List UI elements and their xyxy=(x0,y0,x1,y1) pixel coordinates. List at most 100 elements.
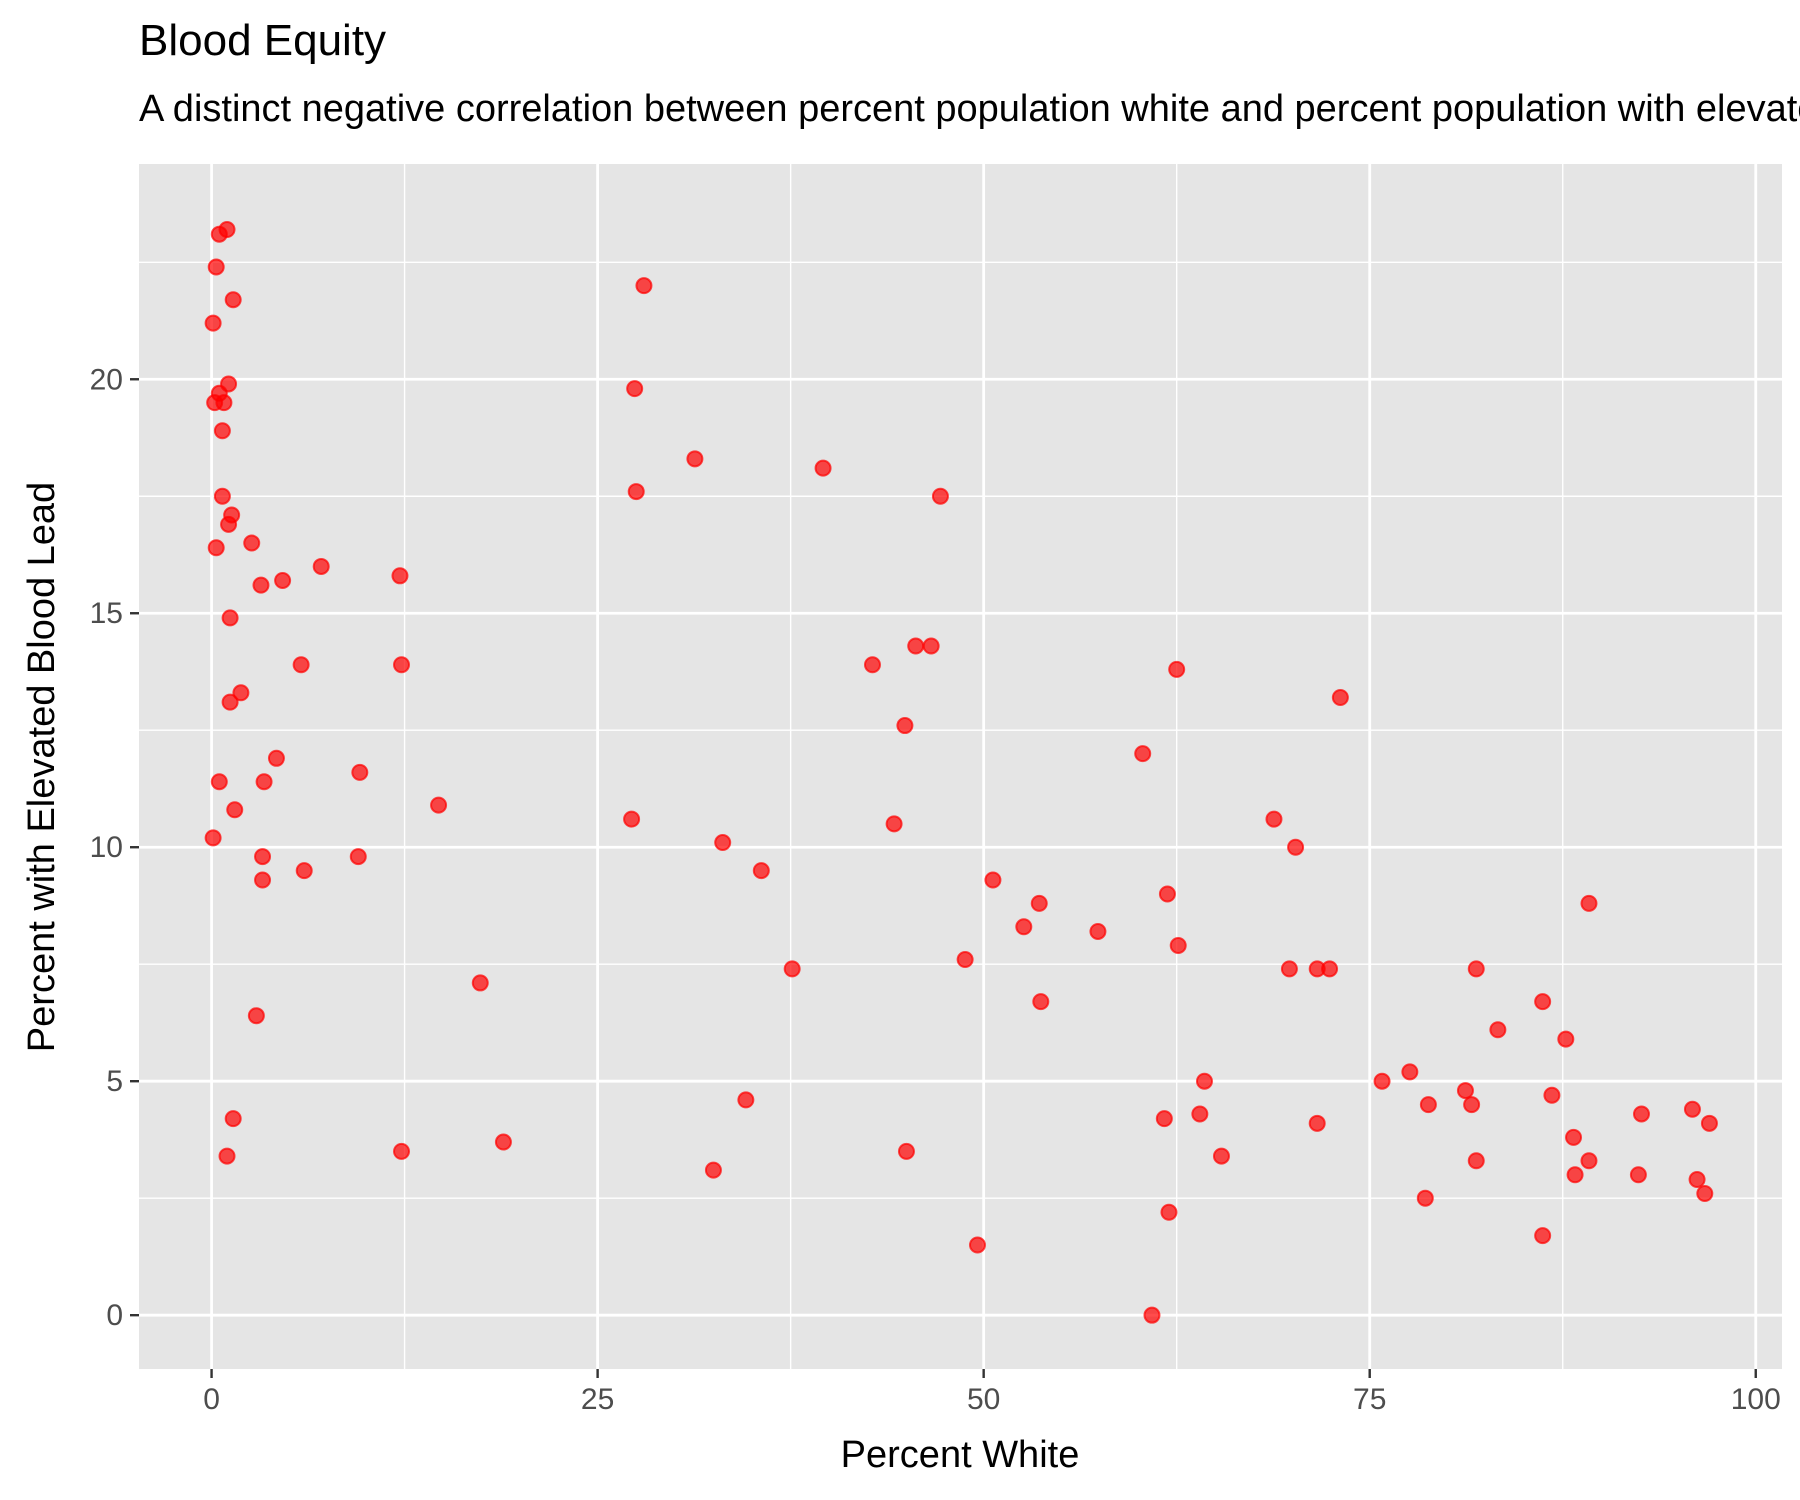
chart-title: Blood Equity xyxy=(139,16,387,65)
data-point xyxy=(215,394,233,412)
data-point xyxy=(218,1147,236,1165)
data-point xyxy=(393,1142,411,1160)
data-point xyxy=(243,534,261,552)
data-point xyxy=(1015,918,1033,936)
data-point xyxy=(218,221,236,239)
data-point xyxy=(814,459,832,477)
data-point xyxy=(896,717,914,735)
data-point xyxy=(1534,1227,1552,1245)
grid-major xyxy=(139,164,1782,1369)
plot-panel xyxy=(139,164,1782,1369)
data-point xyxy=(1557,1030,1575,1048)
data-point xyxy=(1463,1096,1481,1114)
data-point xyxy=(471,974,489,992)
data-point xyxy=(1191,1105,1209,1123)
data-point xyxy=(221,609,239,627)
data-point xyxy=(1401,1063,1419,1081)
data-point xyxy=(1373,1072,1391,1090)
x-tick-label: 25 xyxy=(581,1383,614,1416)
y-tick-label: 0 xyxy=(106,1299,123,1332)
data-point xyxy=(1688,1170,1706,1188)
data-point xyxy=(1195,1072,1213,1090)
data-point xyxy=(984,871,1002,889)
data-point xyxy=(752,862,770,880)
data-point xyxy=(1566,1166,1584,1184)
data-point xyxy=(274,571,292,589)
data-point xyxy=(1169,936,1187,954)
data-point xyxy=(1280,960,1298,978)
data-point xyxy=(1696,1185,1714,1203)
chart-subtitle: A distinct negative correlation between … xyxy=(139,88,1800,130)
data-point xyxy=(1467,1152,1485,1170)
data-point xyxy=(1543,1086,1561,1104)
data-point xyxy=(252,576,270,594)
data-point xyxy=(494,1133,512,1151)
data-point xyxy=(1700,1114,1718,1132)
data-point xyxy=(1265,810,1283,828)
data-point xyxy=(292,656,310,674)
data-points xyxy=(204,221,1718,1324)
data-point xyxy=(247,1007,265,1025)
data-point xyxy=(704,1161,722,1179)
data-point xyxy=(220,515,238,533)
data-point xyxy=(1331,688,1349,706)
data-point xyxy=(885,815,903,833)
data-point xyxy=(686,450,704,468)
x-tick-label: 75 xyxy=(1353,1383,1386,1416)
data-point xyxy=(1212,1147,1230,1165)
data-point xyxy=(391,567,409,585)
y-tick-label: 20 xyxy=(90,363,123,396)
data-point xyxy=(254,848,272,866)
data-point xyxy=(1580,894,1598,912)
data-point xyxy=(204,829,222,847)
data-point xyxy=(224,291,242,309)
data-point xyxy=(1168,660,1186,678)
data-point xyxy=(1160,1203,1178,1221)
x-tick-label: 50 xyxy=(967,1383,1000,1416)
y-tick-label: 15 xyxy=(90,597,123,630)
data-point xyxy=(956,951,974,969)
data-point xyxy=(1419,1096,1437,1114)
data-point xyxy=(255,773,273,791)
y-axis: 0 5 10 15 20 xyxy=(90,363,139,1332)
data-point xyxy=(1683,1100,1701,1118)
data-point xyxy=(221,693,239,711)
x-axis: 0 25 50 75 100 xyxy=(203,1369,1781,1416)
grid-minor xyxy=(139,164,1782,1369)
data-point xyxy=(213,487,231,505)
data-point xyxy=(210,773,228,791)
data-point xyxy=(1134,745,1152,763)
data-point xyxy=(1534,993,1552,1011)
y-axis-label: Percent with Elevated Blood Lead xyxy=(21,482,63,1052)
data-point xyxy=(351,763,369,781)
x-tick-label: 0 xyxy=(203,1383,220,1416)
x-tick-label: 100 xyxy=(1731,1383,1781,1416)
data-point xyxy=(1489,1021,1507,1039)
data-point xyxy=(1030,894,1048,912)
data-point xyxy=(220,375,238,393)
data-point xyxy=(1580,1152,1598,1170)
data-point xyxy=(1143,1306,1161,1324)
data-point xyxy=(226,801,244,819)
data-point xyxy=(897,1142,915,1160)
data-point xyxy=(312,557,330,575)
data-point xyxy=(635,277,653,295)
data-point xyxy=(349,848,367,866)
y-tick-label: 10 xyxy=(90,831,123,864)
data-point xyxy=(295,862,313,880)
data-point xyxy=(1155,1110,1173,1128)
data-point xyxy=(1089,922,1107,940)
data-point xyxy=(207,539,225,557)
data-point xyxy=(1467,960,1485,978)
data-point xyxy=(254,871,272,889)
data-point xyxy=(1629,1166,1647,1184)
x-axis-label: Percent White xyxy=(841,1434,1080,1476)
data-point xyxy=(393,656,411,674)
data-point xyxy=(1032,993,1050,1011)
data-point xyxy=(737,1091,755,1109)
data-point xyxy=(267,749,285,767)
data-point xyxy=(207,258,225,276)
data-point xyxy=(430,796,448,814)
data-point xyxy=(931,487,949,505)
